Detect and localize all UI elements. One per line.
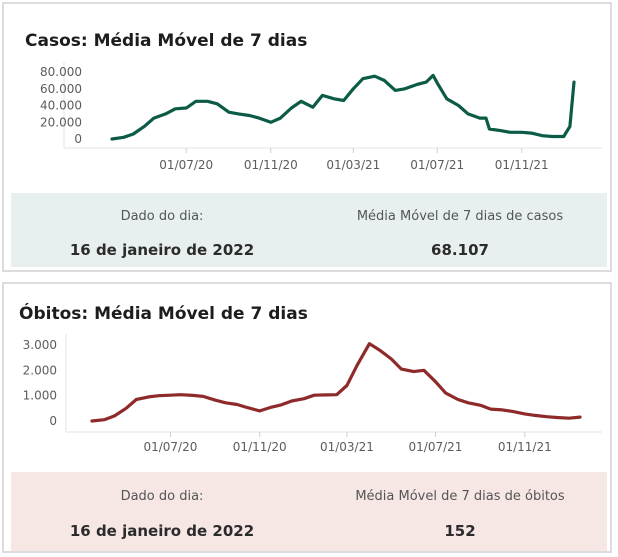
x-tick-label: 01/07/21 (410, 158, 464, 172)
y-tick-label: 0 (74, 132, 82, 146)
x-tick-label: 01/11/20 (233, 440, 287, 454)
x-tick-label: 01/03/21 (320, 440, 374, 454)
y-tick-label: 40.000 (40, 99, 82, 113)
y-tick-label: 20.000 (40, 115, 82, 129)
x-tick-label: 01/07/20 (159, 158, 213, 172)
cases-metric-value: 68.107 (431, 241, 489, 259)
deaths-panel: Óbitos: Média Móvel de 7 dias 0 1.000 2.00… (2, 282, 612, 553)
x-tick-label: 01/07/20 (143, 440, 197, 454)
x-tick-label: 01/03/21 (326, 158, 380, 172)
y-tick-label: 3.000 (23, 338, 57, 352)
series-line (110, 73, 576, 141)
x-tick-label: 01/11/20 (244, 158, 298, 172)
deaths-line-chart: 0 1.000 2.000 3.000 01/07/20 01/11/20 01/03/21… (23, 334, 602, 454)
deaths-day-label: Dado do dia: (120, 489, 204, 504)
x-tick-label: 01/11/21 (498, 440, 552, 454)
series-line (90, 342, 582, 423)
x-tick-label: 01/11/21 (495, 158, 549, 172)
cases-chart-title: Casos: Média Móvel de 7 dias (25, 31, 308, 51)
cases-day-label: Dado do dia: (120, 209, 204, 224)
deaths-day-value: 16 de janeiro de 2022 (69, 522, 255, 540)
y-tick-label: 60.000 (40, 82, 82, 96)
cases-panel: Casos: Média Móvel de 7 dias 0 20.000 40.0… (2, 2, 612, 272)
deaths-chart-title: Óbitos: Média Móvel de 7 dias (19, 304, 308, 324)
deaths-metric-value: 152 (444, 522, 476, 540)
cases-metric-label: Média Móvel de 7 dias de casos (356, 209, 564, 224)
deaths-summary-box: Dado do dia: Média Móvel de 7 dias de ób… (11, 472, 607, 551)
y-tick-label: 80.000 (40, 65, 82, 79)
cases-line-chart: 0 20.000 40.000 60.000 80.000 01/07/20 01/11/2… (40, 62, 602, 172)
y-tick-label: 1.000 (23, 389, 57, 403)
cases-summary-box: Dado do dia: Média Móvel de 7 dias de ca… (11, 193, 607, 267)
y-tick-label: 2.000 (23, 363, 57, 377)
deaths-metric-label: Média Móvel de 7 dias de óbitos (355, 489, 565, 504)
y-tick-label: 0 (49, 414, 57, 428)
cases-day-value: 16 de janeiro de 2022 (69, 241, 255, 259)
x-tick-label: 01/07/21 (409, 440, 463, 454)
